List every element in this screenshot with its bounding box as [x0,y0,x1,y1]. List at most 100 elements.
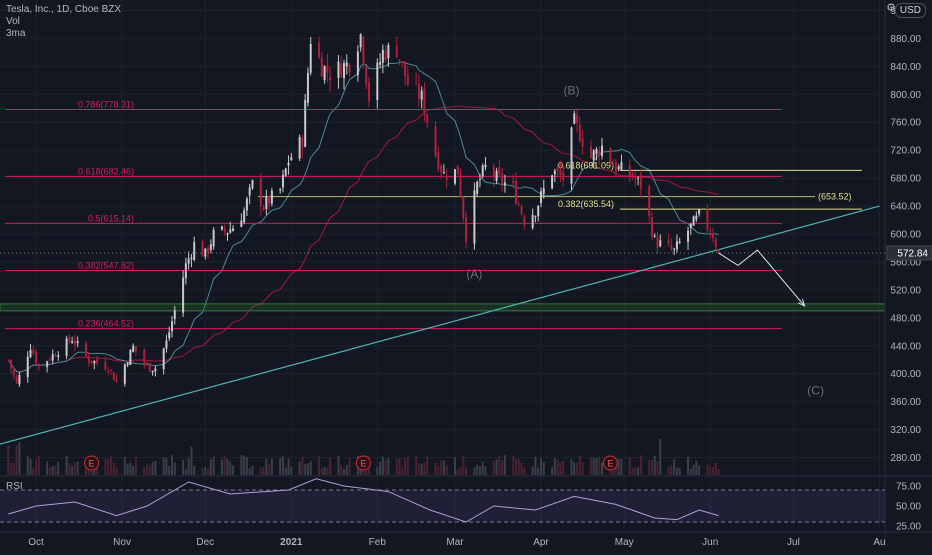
candle-body [437,152,440,170]
price-axis-tick-label: 840.00 [890,62,921,73]
volume-bar [104,459,107,475]
time-axis-tick-label: 2021 [280,537,303,548]
candle-body [212,229,215,247]
candle-body [93,360,96,364]
volume-bar [123,456,126,475]
earnings-marker[interactable] [355,455,371,471]
candle-body [318,42,321,58]
last-price-tag [886,245,932,261]
candle-body [10,359,13,369]
candle-body [695,215,698,220]
candle-body [670,245,673,250]
candle-body [12,368,15,376]
earnings-marker[interactable] [602,455,618,471]
candle-body [126,363,129,366]
candle-body [562,172,565,180]
time-axis-tick-label: Feb [369,537,387,548]
candle-body [387,45,390,59]
volume-bar [434,462,437,475]
volume-bar [284,467,287,475]
volume-bar [32,468,35,475]
candle-body [301,138,304,148]
volume-bar [709,466,712,475]
candle-body [151,370,154,373]
projection-path[interactable] [718,249,805,307]
candle-body [168,332,171,339]
candle-body [659,240,662,247]
candle-body [193,242,196,260]
volume-bar [589,457,592,475]
candle-body [667,240,670,244]
volume-bar [168,465,171,475]
volume-bar [162,457,165,475]
trendline[interactable] [0,205,880,466]
candle-body [268,196,271,205]
volume-bar [201,468,204,475]
candle-body [404,61,407,77]
candle-body [717,249,720,253]
gear-icon[interactable]: ⚙ [886,2,896,14]
volume-bar [501,459,504,475]
candle-body [26,356,29,377]
price-axis-tick-label: 760.00 [890,118,921,129]
volume-bar [193,465,196,475]
candle-body [182,277,185,313]
candle-body [29,349,32,358]
candle-body [323,66,326,81]
candle-body [620,162,623,170]
volume-bar [503,455,506,475]
volume-bar [592,458,595,475]
candle-body [445,175,448,181]
candle-body [132,345,135,352]
price-axis-tick-label: 680.00 [890,174,921,185]
candle-body [362,37,365,65]
volume-bar [26,456,29,475]
candle-body [417,84,420,99]
candle-body [687,230,690,242]
earnings-marker[interactable] [84,455,100,471]
rsi-axis-tick-label: 50.00 [896,502,921,513]
currency-button[interactable]: USD [894,3,926,18]
candle-body [709,233,712,235]
candle-body [512,180,515,184]
ma-indicator-label[interactable]: 3ma [6,28,26,39]
candle-body [559,169,562,176]
candle-body [637,177,640,179]
candle-body [115,378,118,382]
volume-bar [453,457,456,475]
candle-body [578,125,581,142]
price-axis-tick-label: 320.00 [890,425,921,436]
volume-bar [667,466,670,475]
candle-body [87,356,90,363]
candle-body [453,169,456,184]
candle-body [104,361,107,370]
candle-body [420,90,423,100]
candle-body [76,341,79,344]
candle-body [57,355,60,357]
volume-bar [171,455,174,475]
volume-bar [478,466,481,475]
volume-indicator-label[interactable]: Vol [6,16,20,27]
volume-bar [126,463,129,475]
volume-bar [531,466,534,475]
volume-bar [248,468,251,475]
time-axis-tick-label: May [615,537,634,548]
volume-bar [96,467,99,475]
volume-bar [15,445,18,475]
symbol-title[interactable]: Tesla, Inc., 1D, Cboe BZX [6,4,122,15]
candle-body [35,351,38,364]
candle-body [456,165,459,175]
time-axis-tick-label: Mar [446,537,464,548]
volume-bar [512,455,515,475]
candle-body [711,233,714,238]
volume-bar [637,467,640,475]
volume-bar [406,456,409,475]
fib-small-label: 0.382(635.54) [558,199,614,209]
volume-bar [379,461,382,475]
volume-bar [620,458,623,475]
candle-body [270,190,273,204]
candle-body [356,51,359,76]
candle-body [553,170,556,175]
